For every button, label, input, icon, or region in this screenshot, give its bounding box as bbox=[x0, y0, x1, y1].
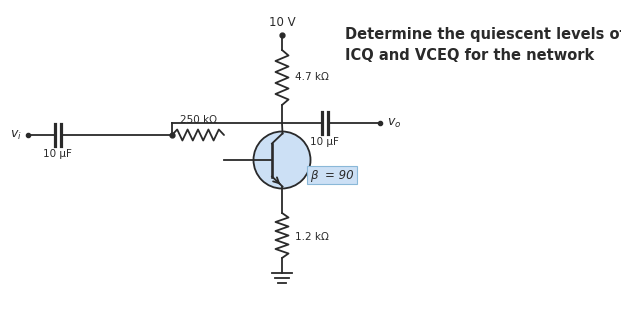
Circle shape bbox=[253, 132, 310, 188]
Text: 10 μF: 10 μF bbox=[43, 149, 72, 159]
Text: 10 μF: 10 μF bbox=[310, 137, 339, 147]
Text: β  = 90: β = 90 bbox=[310, 168, 353, 181]
Text: $v_o$: $v_o$ bbox=[387, 116, 401, 130]
Text: 250 kΩ: 250 kΩ bbox=[179, 115, 217, 125]
Text: 10 V: 10 V bbox=[269, 16, 296, 29]
Text: 4.7 kΩ: 4.7 kΩ bbox=[295, 72, 329, 83]
Text: Determine the quiescent levels of
ICQ and VCEQ for the network: Determine the quiescent levels of ICQ an… bbox=[345, 27, 621, 63]
Text: $v_i$: $v_i$ bbox=[10, 128, 22, 142]
Text: 1.2 kΩ: 1.2 kΩ bbox=[295, 232, 329, 242]
